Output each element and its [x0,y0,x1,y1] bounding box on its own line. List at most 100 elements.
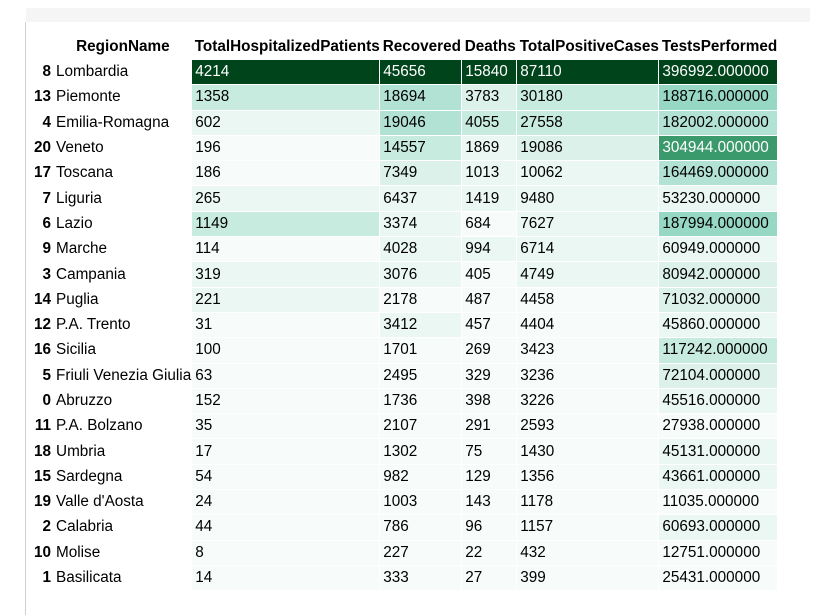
tests-performed-cell: 304944.000000 [658,134,778,162]
table-row: 1 Basilicata 14 333 27 399 25431.000000 [34,564,778,592]
recovered-cell: 4028 [379,236,463,263]
row-index: 16 [34,341,52,359]
row-index: 1 [42,569,52,587]
table-row: 6 Lazio 1149 3374 684 7627 187994.000000 [34,210,778,238]
table-row: 13 Piemonte 1358 18694 3783 30180 188716.00000… [34,84,778,111]
recovered-cell: 45656 [379,58,463,86]
deaths-cell: 22 [461,539,518,566]
region-name-header: RegionName [76,38,170,56]
deaths-cell: 457 [461,311,518,339]
recovered-cell: 2178 [379,286,463,313]
tests-performed-cell: 60693.000000 [658,514,778,541]
deaths-cell: 398 [461,387,518,415]
row-index: 14 [34,290,52,308]
positive-cases-cell: 19086 [516,134,660,162]
tests-performed-cell: 71032.000000 [658,286,778,313]
positive-cases-cell: 87110 [516,58,660,86]
row-index: 11 [34,417,52,435]
positive-cases-cell: 3423 [516,337,660,364]
row-index: 0 [42,392,52,409]
row-index: 9 [42,240,52,258]
row-index: 2 [42,518,52,536]
recovered-cell: 14557 [379,134,463,162]
table-row: 10 Molise 8 227 22 432 12751.000000 [34,539,778,566]
table-row: 17 Toscana 186 7349 1013 10062 164469.000000 [34,160,778,187]
deaths-cell: 487 [461,286,518,313]
tests-performed-cell: 25431.000000 [658,564,778,592]
hospitalized-cell: 186 [191,160,381,187]
region-name-cell: Campania [56,265,126,283]
deaths-cell: 1013 [461,160,518,187]
deaths-cell: 15840 [461,58,518,86]
deaths-cell: 329 [461,362,518,389]
tests-performed-cell: 72104.000000 [658,362,778,389]
hospitalized-cell: 1358 [191,84,381,111]
table-row: 2 Calabria 44 786 96 1157 60693.000000 [34,514,778,541]
recovered-cell: 786 [379,514,463,541]
region-name-cell: Friuli Venezia Giulia [56,366,192,384]
hospitalized-cell: 17 [191,438,381,465]
deaths-cell: 1869 [461,134,518,162]
row-index: 20 [34,139,52,157]
recovered-cell: 6437 [379,185,463,212]
positive-cases-cell: 27558 [516,109,660,136]
deaths-cell: 269 [461,337,518,364]
hospitalized-cell: 221 [191,286,381,313]
row-index: 6 [42,214,52,232]
positive-cases-cell: 6714 [516,236,660,263]
tests-performed-cell: 187994.000000 [658,210,778,238]
row-index: 4 [42,113,52,131]
hospitalized-cell: 602 [191,109,381,136]
recovered-cell: 1003 [379,489,463,516]
positive-cases-cell: 4749 [516,261,660,288]
hospitalized-cell: 265 [191,185,381,212]
table-row: 5 Friuli Venezia Giulia 63 2495 329 3236 72104… [34,362,778,389]
region-name-cell: Puglia [56,290,99,308]
region-stats-table: RegionName TotalHospitalizedPatients Rec… [34,35,778,592]
deaths-cell: 27 [461,564,518,592]
region-name-cell: Sardegna [56,467,123,485]
positive-cases-cell: 4458 [516,286,660,313]
hospitalized-cell: 8 [191,539,381,566]
hospitalized-cell: 319 [191,261,381,288]
tests-performed-cell: 53230.000000 [658,185,778,212]
tests-performed-header: TestsPerformed [661,38,778,55]
region-name-cell: Abruzzo [56,392,113,409]
region-name-cell: Molise [56,543,101,561]
positive-cases-header: TotalPositiveCases [519,38,659,55]
hospitalized-cell: 31 [191,311,381,339]
positive-cases-cell: 1430 [516,438,660,465]
region-name-cell: Liguria [56,189,102,207]
deaths-cell: 143 [461,489,518,516]
region-name-cell: Lazio [56,214,93,232]
tests-performed-cell: 188716.000000 [658,84,778,111]
positive-cases-cell: 30180 [516,84,660,111]
hospitalized-cell: 152 [191,387,381,415]
tests-performed-cell: 60949.000000 [658,236,778,263]
hospitalized-cell: 4214 [191,58,381,86]
region-name-cell: Umbria [56,442,106,460]
hospitalized-cell: 24 [191,489,381,516]
table-row: 11 P.A. Bolzano 35 2107 291 2593 27938.000000 [34,413,778,440]
table-body: 8 Lombardia 4214 45656 15840 87110 396992.0000… [34,58,778,592]
positive-cases-cell: 2593 [516,413,660,440]
region-name-cell: Marche [56,240,108,258]
region-name-cell: Emilia-Romagna [56,113,170,131]
table-row: 19 Valle d'Aosta 24 1003 143 1178 11035.000000 [34,489,778,516]
row-index: 12 [34,316,52,334]
tests-performed-cell: 117242.000000 [658,337,778,364]
region-name-cell: Valle d'Aosta [56,493,144,511]
table-row: 20 Veneto 196 14557 1869 19086 304944.000000 [34,134,778,162]
recovered-cell: 3412 [379,311,463,339]
deaths-header: Deaths [464,38,516,55]
row-index: 18 [34,442,52,460]
tests-performed-cell: 27938.000000 [658,413,778,440]
hospitalized-cell: 114 [191,236,381,263]
tests-performed-cell: 45131.000000 [658,438,778,465]
hospitalized-cell: 100 [191,337,381,364]
positive-cases-cell: 1356 [516,463,660,491]
hospitalized-cell: 1149 [191,210,381,238]
positive-cases-cell: 399 [516,564,660,592]
hospitalized-cell: 54 [191,463,381,491]
table-row: 3 Campania 319 3076 405 4749 80942.000000 [34,261,778,288]
